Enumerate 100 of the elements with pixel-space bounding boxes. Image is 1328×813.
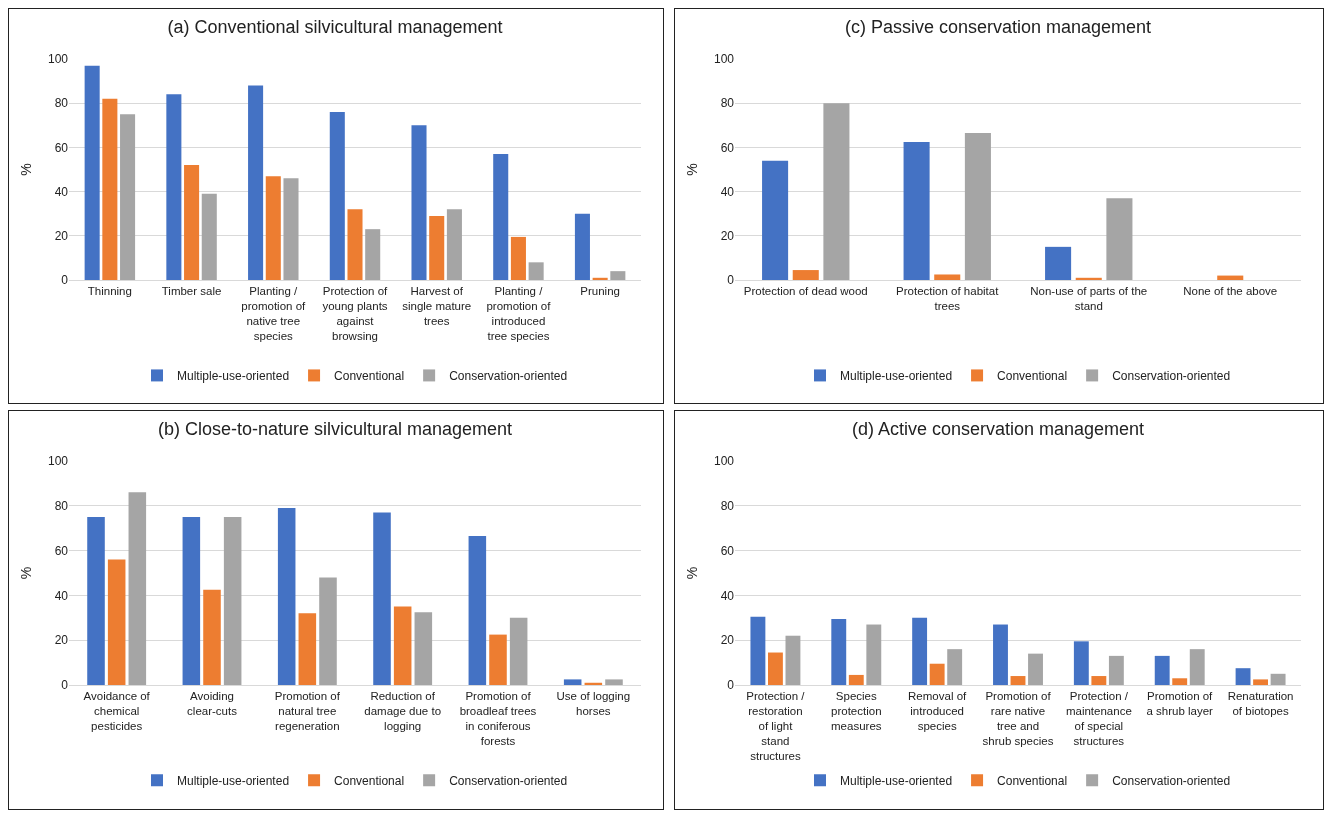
bar bbox=[347, 209, 363, 280]
chart-title: (d) Active conservation management bbox=[851, 419, 1145, 440]
bar bbox=[610, 271, 626, 280]
bar bbox=[1108, 655, 1124, 685]
bar bbox=[411, 125, 427, 280]
y-tick-label: 40 bbox=[720, 184, 735, 199]
x-tick-label: Reduction of damage due to logging bbox=[364, 689, 442, 732]
chart-title: (b) Close-to-nature silvicultural management bbox=[157, 419, 513, 440]
y-tick-label: 60 bbox=[54, 140, 69, 155]
legend-label: Multiple-use-oriented bbox=[840, 369, 953, 384]
bar bbox=[1253, 679, 1269, 685]
bar bbox=[767, 652, 783, 685]
bar bbox=[1217, 275, 1244, 280]
x-tick-label: Promotion of rare native tree and shrub species bbox=[982, 689, 1054, 747]
bar bbox=[329, 112, 345, 280]
x-tick-label: Avoiding clear-cuts bbox=[187, 689, 238, 717]
y-tick-label: 60 bbox=[720, 140, 735, 155]
x-tick-label: Renaturation of biotopes bbox=[1227, 689, 1294, 717]
bar bbox=[1106, 198, 1133, 280]
legend-label: Conventional bbox=[334, 369, 405, 384]
bar bbox=[866, 624, 882, 685]
x-tick-label: Promotion of broadleaf trees in coniferous forests bbox=[459, 689, 537, 747]
bar bbox=[489, 634, 507, 685]
bar bbox=[592, 277, 608, 280]
x-tick-label: Protection / maintenance of special structures bbox=[1065, 689, 1132, 747]
bar bbox=[762, 160, 789, 280]
x-tick-label: Use of logging horses bbox=[556, 689, 631, 717]
bar bbox=[528, 262, 544, 280]
bar bbox=[1172, 678, 1188, 685]
chart-title: (c) Passive conservation management bbox=[844, 17, 1152, 38]
bar bbox=[446, 209, 462, 280]
x-tick-label: Harvest of single mature trees bbox=[402, 284, 472, 327]
y-tick-label: 80 bbox=[54, 499, 69, 513]
bar bbox=[128, 492, 147, 685]
y-tick-label: 60 bbox=[54, 543, 69, 558]
bar bbox=[934, 274, 961, 280]
legend-label: Conservation-oriented bbox=[449, 773, 568, 788]
bar bbox=[414, 612, 433, 685]
bar bbox=[823, 103, 850, 280]
y-axis-title: % bbox=[18, 566, 34, 580]
legend-label: Conservation-oriented bbox=[1112, 369, 1231, 384]
bar bbox=[319, 577, 337, 685]
y-tick-label: 80 bbox=[720, 499, 735, 513]
y-tick-label: 100 bbox=[713, 454, 735, 469]
y-tick-label: 100 bbox=[47, 454, 69, 469]
bar bbox=[298, 613, 317, 685]
bar bbox=[574, 213, 590, 280]
chart-title: (a) Conventional silvicultural management bbox=[167, 17, 503, 38]
bar bbox=[84, 65, 100, 280]
bar bbox=[1189, 649, 1205, 685]
legend-label: Conventional bbox=[997, 369, 1068, 384]
x-tick-label: Protection of young plants against browsing bbox=[322, 284, 389, 342]
bar bbox=[912, 617, 928, 685]
legend-label: Multiple-use-oriented bbox=[177, 369, 290, 384]
bar bbox=[792, 270, 819, 280]
x-tick-label: Protection of dead wood bbox=[743, 284, 868, 297]
bar bbox=[429, 215, 445, 280]
bar bbox=[510, 236, 526, 280]
bar bbox=[605, 679, 623, 685]
bar bbox=[393, 606, 412, 685]
x-tick-label: Species protection measures bbox=[831, 689, 882, 732]
bar bbox=[848, 674, 864, 685]
bar bbox=[102, 98, 118, 280]
bar bbox=[265, 176, 281, 280]
bar bbox=[785, 635, 801, 685]
bar bbox=[203, 589, 221, 685]
y-axis-title: % bbox=[684, 566, 700, 580]
legend-label: Multiple-use-oriented bbox=[177, 773, 290, 788]
bar bbox=[182, 517, 201, 685]
y-tick-label: 20 bbox=[720, 229, 735, 243]
y-tick-label: 40 bbox=[720, 588, 735, 603]
bar bbox=[1154, 655, 1170, 685]
bar bbox=[468, 536, 487, 685]
bar bbox=[365, 229, 381, 280]
legend-label: Conventional bbox=[334, 773, 405, 788]
bar bbox=[509, 617, 528, 685]
bar bbox=[750, 616, 766, 685]
y-tick-label: 0 bbox=[727, 678, 735, 693]
legend-label: Multiple-use-oriented bbox=[840, 773, 953, 788]
x-tick-label: Protection of habitat trees bbox=[896, 284, 1000, 312]
x-tick-label: Avoidance of chemical pesticides bbox=[83, 689, 151, 732]
x-tick-label: Promotion of a shrub layer bbox=[1146, 689, 1214, 717]
bar bbox=[493, 154, 509, 280]
bar bbox=[184, 165, 200, 280]
bar bbox=[947, 649, 963, 685]
bar bbox=[1028, 653, 1043, 685]
bar bbox=[1270, 673, 1286, 685]
x-tick-label: Pruning bbox=[580, 284, 620, 297]
bar bbox=[1091, 676, 1107, 685]
bar bbox=[1073, 641, 1089, 685]
x-tick-label: Timber sale bbox=[161, 284, 222, 297]
x-tick-label: Protection / restoration of light stand structures bbox=[746, 689, 806, 762]
y-tick-label: 20 bbox=[54, 633, 69, 648]
x-tick-label: Thinning bbox=[87, 284, 132, 297]
y-tick-label: 40 bbox=[54, 588, 69, 603]
bar bbox=[1045, 246, 1072, 280]
bar bbox=[166, 94, 182, 280]
y-tick-label: 0 bbox=[61, 273, 69, 288]
y-tick-label: 0 bbox=[727, 273, 735, 288]
bar bbox=[223, 517, 242, 685]
